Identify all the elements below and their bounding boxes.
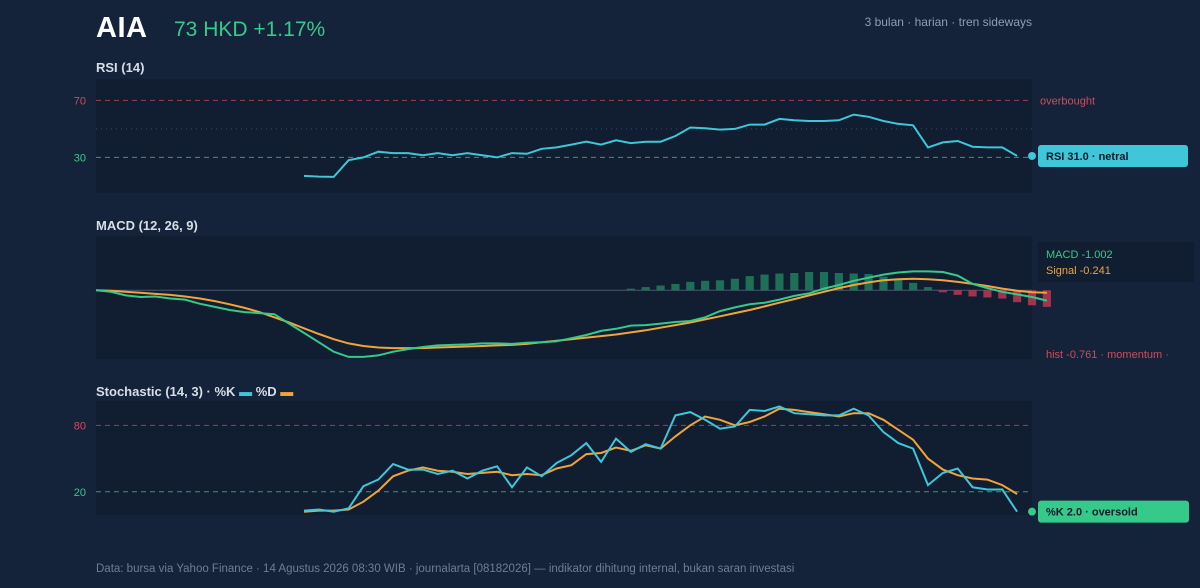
macd-hist-bar	[641, 287, 650, 291]
stoch-title-text: Stochastic (14, 3) · %K	[96, 384, 236, 399]
panel-bg-1	[96, 236, 1032, 359]
footer-note: Data: bursa via Yahoo Finance · 14 Agust…	[96, 563, 795, 575]
macd-hist-bar	[715, 280, 725, 291]
macd-hist-bar	[998, 290, 1007, 299]
macd-line	[95, 270, 1048, 358]
macd-hist-bar	[879, 276, 888, 291]
rsi-ytick-30: 30	[74, 152, 86, 164]
stoch-legend-d-swatch: ▬	[280, 384, 294, 399]
macd-hist-bar	[730, 278, 739, 291]
macd-hist-bar	[671, 283, 680, 291]
macd-hist-bar	[1042, 290, 1051, 307]
stoch-end-badge	[1038, 500, 1189, 523]
rsi-line	[303, 113, 1018, 178]
stoch-legend-k-swatch: ▬	[239, 384, 253, 399]
macd-hist-bar	[834, 273, 843, 291]
macd-hist-bar	[656, 285, 665, 291]
macd-hist-bar	[953, 290, 962, 295]
macd-hist-bar	[849, 273, 858, 291]
macd-hist-bar	[745, 276, 754, 291]
stoch-legend-d-label: %D	[255, 384, 277, 399]
macd-hist-bar	[775, 273, 784, 291]
macd-hist-bar	[923, 287, 933, 291]
stoch-ytick-80: 80	[74, 420, 86, 432]
macd-hist-bar	[686, 281, 695, 291]
macd-hist-bar	[894, 279, 903, 291]
macd-hist-bar	[819, 271, 829, 291]
macd-legend-macd: MACD -1.002	[1046, 249, 1113, 261]
rsi-ytick-70: 70	[74, 95, 86, 107]
macd-hist-bar	[909, 282, 918, 291]
macd-hist-bar	[760, 274, 769, 291]
rsi-overbought-label: overbought	[1040, 95, 1095, 107]
macd-legend-box	[1038, 242, 1194, 282]
stoch-k-line	[303, 405, 1018, 513]
macd-hist-bar	[1013, 290, 1022, 303]
price-change: 73 HKD +1.17%	[174, 18, 326, 41]
rsi-end-label: RSI 31.0 · netral	[1046, 151, 1129, 163]
macd-hist-bar	[626, 288, 635, 291]
rsi-last-point	[1028, 151, 1036, 160]
macd-hist-bar	[701, 280, 710, 291]
macd-hist-bar	[938, 290, 947, 293]
stoch-panel-title: Stochastic (14, 3) · %K ▬ %D ▬	[96, 384, 293, 399]
panel-bg-0	[96, 79, 1032, 193]
macd-panel-title: MACD (12, 26, 9)	[96, 218, 198, 233]
ticker-symbol: AIA	[96, 12, 148, 44]
macd-legend-signal: Signal -0.241	[1046, 265, 1111, 277]
stoch-last-point	[1028, 507, 1036, 516]
stoch-ytick-20: 20	[74, 487, 86, 499]
macd-hist-bar	[790, 273, 799, 291]
rsi-end-badge	[1038, 144, 1188, 167]
chart-meta: 3 bulan · harian · tren sideways	[864, 15, 1032, 29]
macd-hist-bar	[968, 290, 977, 297]
macd-hist-bar	[983, 290, 992, 298]
stoch-end-label: %K 2.0 · oversold	[1046, 507, 1138, 519]
macd-hist-label: hist -0.761 · momentum ·	[1046, 349, 1169, 361]
macd-hist-bar	[805, 271, 814, 291]
rsi-panel-title: RSI (14)	[96, 60, 145, 75]
